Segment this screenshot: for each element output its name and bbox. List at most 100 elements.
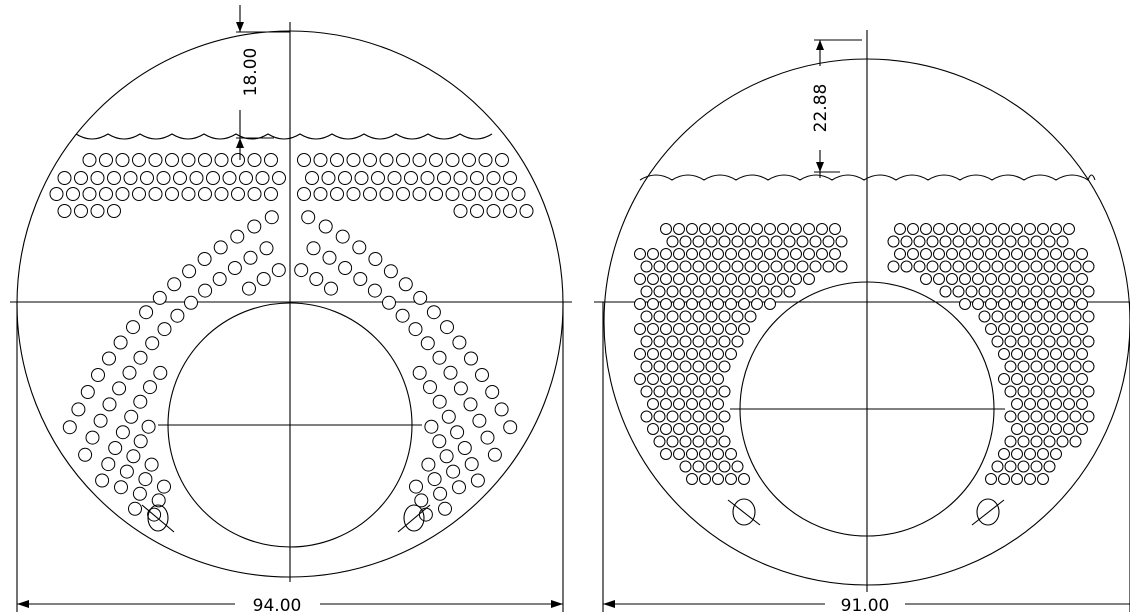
tube-hole xyxy=(725,248,737,260)
tube-hole xyxy=(666,435,679,448)
tube-hole xyxy=(305,171,319,185)
tube-hole xyxy=(1076,348,1088,360)
tube-hole xyxy=(647,323,659,335)
tube-hole xyxy=(414,493,429,508)
right-width-label: 91.00 xyxy=(841,596,890,615)
tube-hole xyxy=(757,285,770,298)
tube-hole xyxy=(666,260,679,273)
tube-hole xyxy=(346,187,361,201)
tube-hole xyxy=(367,283,382,298)
tube-hole xyxy=(894,223,906,235)
tube-hole xyxy=(718,235,731,248)
tube-hole xyxy=(647,348,659,360)
tube-hole xyxy=(173,171,187,185)
tube-hole xyxy=(1011,298,1023,310)
tube-hole xyxy=(634,248,646,260)
tube-hole xyxy=(699,248,711,260)
tube-hole xyxy=(1050,298,1062,310)
tube-hole xyxy=(313,153,328,167)
tube-hole xyxy=(686,448,698,460)
tube-hole xyxy=(1043,460,1056,473)
tube-hole xyxy=(1004,460,1017,473)
tube-hole xyxy=(900,260,913,273)
tube-hole xyxy=(1043,235,1056,248)
tube-hole xyxy=(751,273,763,285)
tube-hole xyxy=(744,235,757,248)
tube-hole xyxy=(189,171,204,185)
tube-hole xyxy=(338,261,353,275)
tube-hole xyxy=(718,360,731,373)
tube-hole xyxy=(972,248,984,260)
tube-hole xyxy=(1011,248,1023,260)
tube-hole xyxy=(1082,410,1095,423)
tube-hole xyxy=(383,264,398,279)
tube-hole xyxy=(90,204,105,218)
tube-hole xyxy=(653,435,666,448)
tube-hole xyxy=(1017,360,1030,373)
tube-hole xyxy=(692,310,705,323)
tube-hole xyxy=(382,295,396,310)
tube-hole xyxy=(660,323,672,335)
tube-hole xyxy=(673,348,685,360)
tube-hole xyxy=(809,260,822,273)
tube-hole xyxy=(699,298,711,310)
tube-hole xyxy=(725,473,737,485)
tube-hole xyxy=(640,360,653,373)
tube-hole xyxy=(181,187,196,201)
tube-hole xyxy=(679,385,692,398)
tube-hole xyxy=(486,171,501,185)
tube-hole xyxy=(692,385,705,398)
tube-hole xyxy=(770,235,783,248)
tube-hole xyxy=(227,261,242,275)
tube-hole xyxy=(686,248,698,260)
tube-hole xyxy=(634,323,646,335)
tube-hole xyxy=(1076,298,1088,310)
left-water-line xyxy=(75,133,493,140)
tube-hole xyxy=(450,425,465,440)
tube-hole xyxy=(692,360,705,373)
tube-hole xyxy=(718,435,731,448)
tube-hole xyxy=(705,235,718,248)
tube-hole xyxy=(653,285,666,298)
tube-hole xyxy=(101,457,116,472)
tube-hole xyxy=(705,260,718,273)
tube-hole xyxy=(404,171,418,185)
tube-hole xyxy=(475,368,489,382)
tube-hole xyxy=(1011,448,1023,460)
tube-hole xyxy=(679,260,692,273)
tube-hole xyxy=(718,335,731,348)
tube-hole xyxy=(744,285,757,298)
tube-hole xyxy=(738,223,750,235)
tube-hole xyxy=(777,223,789,235)
tube-hole xyxy=(371,171,385,185)
tube-hole xyxy=(145,336,160,351)
tube-hole xyxy=(429,153,443,167)
tube-hole xyxy=(99,187,113,201)
tube-hole xyxy=(420,171,435,185)
tube-hole xyxy=(1024,473,1036,485)
tube-hole xyxy=(653,310,666,323)
tube-hole xyxy=(1024,398,1036,410)
tube-hole xyxy=(464,457,479,472)
tube-hole xyxy=(725,298,737,310)
tube-hole xyxy=(666,335,679,348)
tube-hole xyxy=(1082,285,1095,298)
tube-hole xyxy=(1037,398,1049,410)
tube-hole xyxy=(148,187,163,201)
tube-hole xyxy=(985,323,997,335)
tube-hole xyxy=(679,435,692,448)
right-water-line xyxy=(639,174,1096,181)
tube-hole xyxy=(1011,348,1023,360)
tube-hole xyxy=(705,385,718,398)
tube-hole xyxy=(705,360,718,373)
tube-hole xyxy=(144,457,159,472)
tube-hole xyxy=(660,448,672,460)
tube-hole xyxy=(731,310,744,323)
tube-hole xyxy=(686,298,698,310)
tube-hole xyxy=(433,486,448,501)
tube-hole xyxy=(666,235,679,248)
tube-hole xyxy=(998,223,1010,235)
tube-hole xyxy=(423,380,437,395)
tube-hole xyxy=(124,409,139,424)
tube-hole xyxy=(1063,323,1075,335)
